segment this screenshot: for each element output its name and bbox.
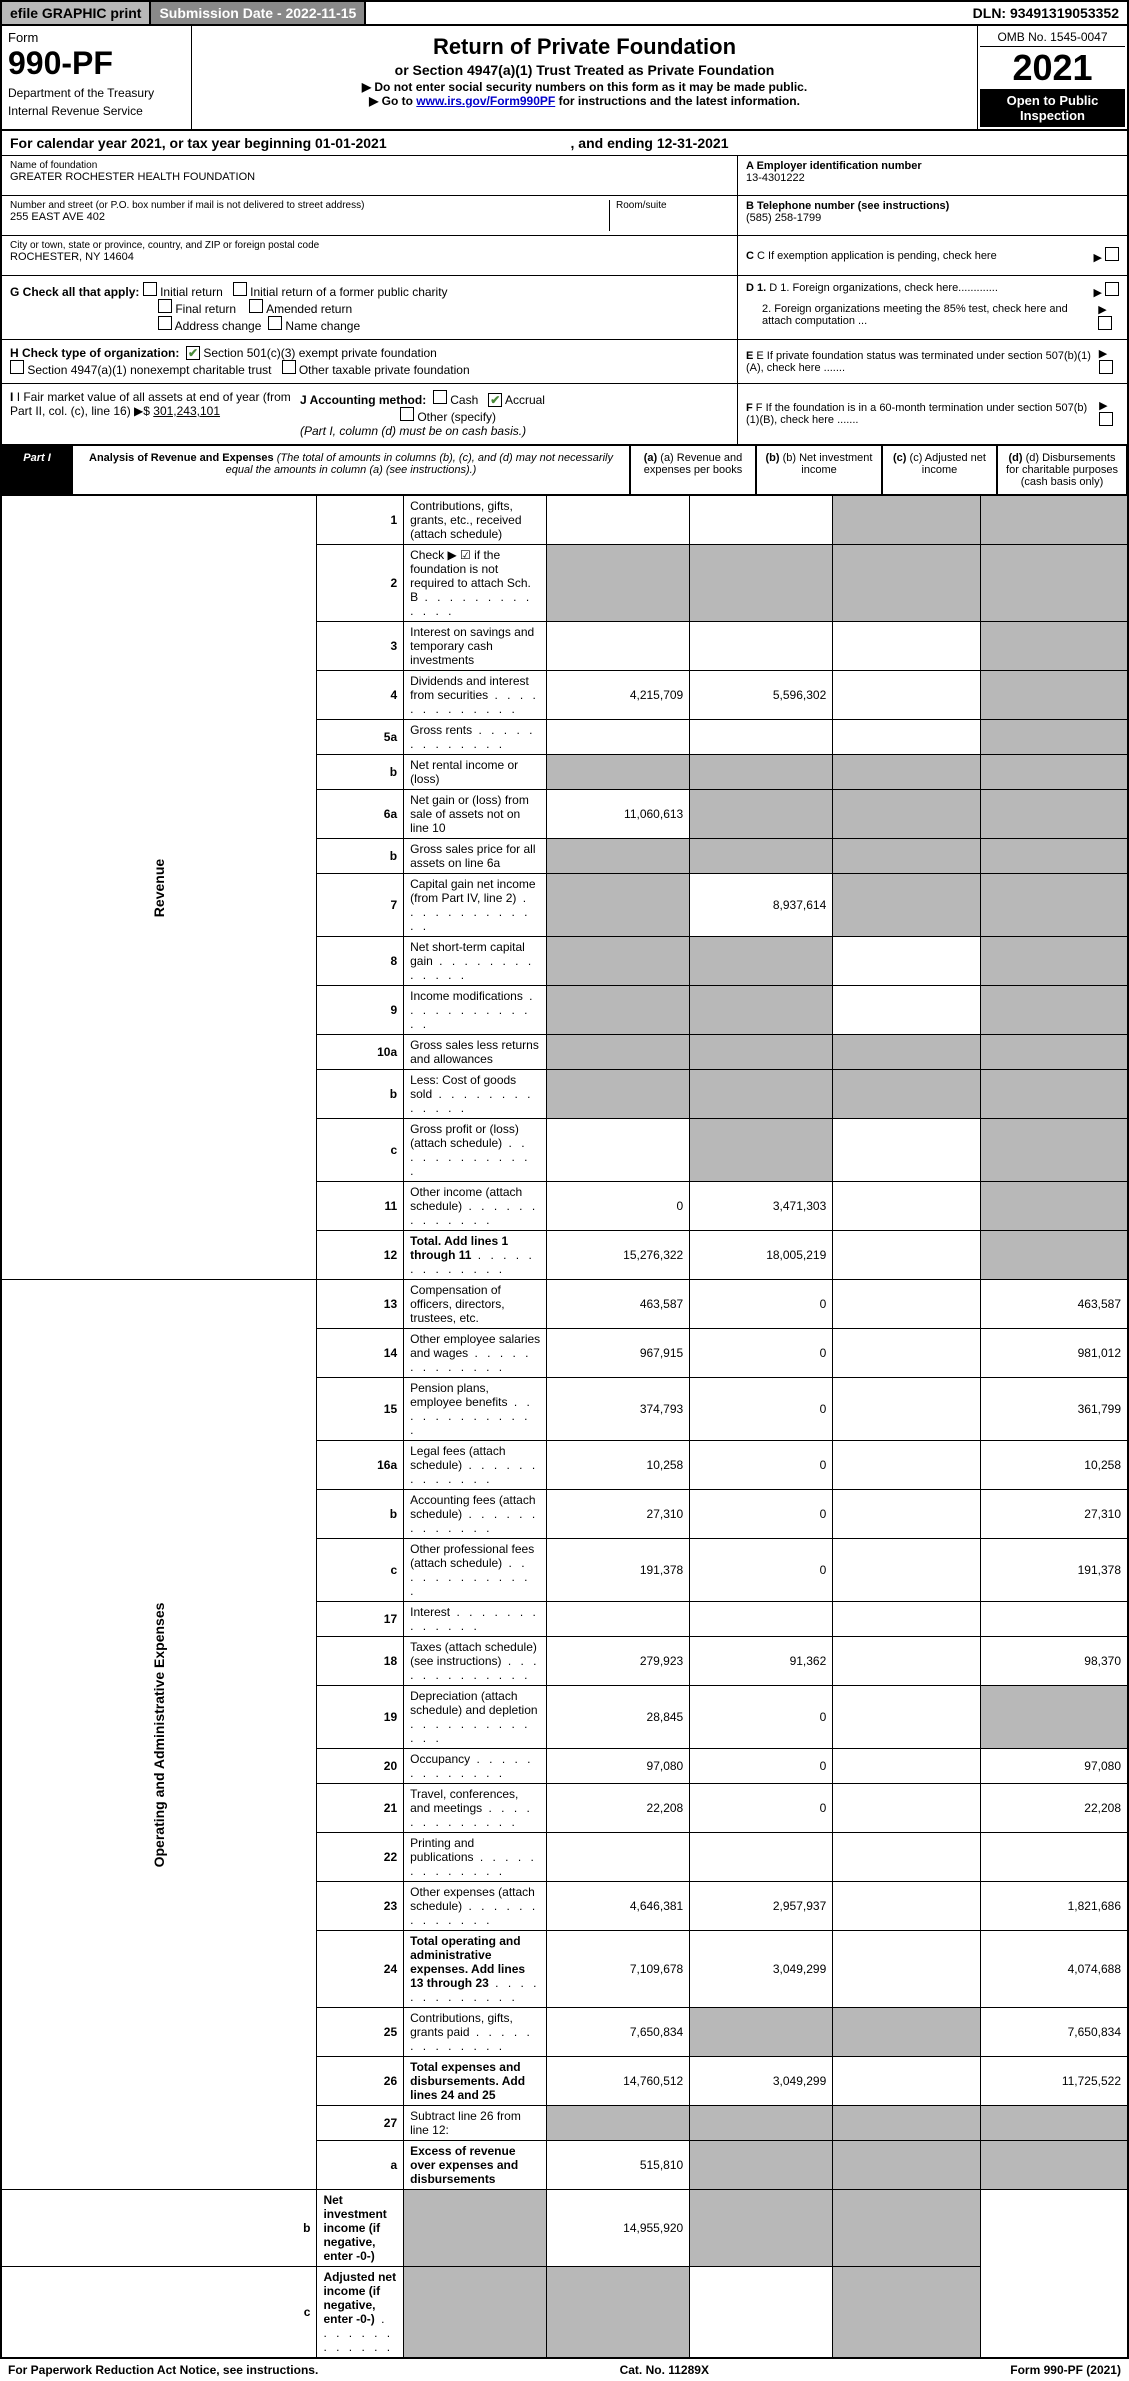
form-number: 990-PF	[8, 45, 185, 82]
footer-mid: Cat. No. 11289X	[620, 2363, 709, 2377]
table-row: b Net investment income (if negative, en…	[1, 2190, 1128, 2267]
checkbox-501c3[interactable]	[186, 346, 200, 360]
section-h-e: H Check type of organization: Section 50…	[0, 340, 1129, 384]
calendar-year-row: For calendar year 2021, or tax year begi…	[0, 131, 1129, 156]
checkbox-address[interactable]	[158, 316, 172, 330]
checkbox-initial-former[interactable]	[233, 282, 247, 296]
checkbox-other-tax[interactable]	[282, 360, 296, 374]
col-d-header: (d) (d) Disbursements for charitable pur…	[997, 445, 1127, 495]
tax-year: 2021	[980, 47, 1125, 89]
checkbox-amended[interactable]	[249, 299, 263, 313]
checkbox-accrual[interactable]	[488, 393, 502, 407]
form-note-2: ▶ Go to www.irs.gov/Form990PF for instru…	[200, 94, 969, 108]
form-number-box: Form 990-PF Department of the Treasury I…	[2, 26, 192, 129]
submission-date: Submission Date - 2022-11-15	[151, 2, 366, 24]
form-subtitle: or Section 4947(a)(1) Trust Treated as P…	[200, 62, 969, 78]
checkbox-other-acct[interactable]	[400, 407, 414, 421]
city-cell: City or town, state or province, country…	[2, 236, 737, 276]
part1-label: Part I	[2, 445, 72, 495]
checkbox-f[interactable]	[1099, 412, 1113, 426]
checkbox-c[interactable]	[1105, 247, 1119, 261]
col-b-header: (b) (b) Net investment income	[756, 445, 882, 495]
exemption-pending-cell: C C If exemption application is pending,…	[738, 236, 1127, 276]
open-public-badge: Open to Public Inspection	[980, 89, 1125, 127]
checkbox-initial[interactable]	[143, 282, 157, 296]
table-row: c Adjusted net income (if negative, ente…	[1, 2267, 1128, 2359]
form-note-1: ▶ Do not enter social security numbers o…	[200, 80, 969, 94]
footer-left: For Paperwork Reduction Act Notice, see …	[8, 2363, 318, 2377]
table-row: Revenue 1 Contributions, gifts, grants, …	[1, 496, 1128, 545]
checkbox-e[interactable]	[1099, 360, 1113, 374]
omb-number: OMB No. 1545-0047	[980, 28, 1125, 47]
checkbox-d1[interactable]	[1105, 282, 1119, 296]
form-label: Form	[8, 30, 185, 45]
telephone-cell: B Telephone number (see instructions) (5…	[738, 196, 1127, 236]
info-section: Name of foundation GREATER ROCHESTER HEA…	[0, 156, 1129, 276]
col-c-header: (c) (c) Adjusted net income	[882, 445, 997, 495]
dept-treasury: Department of the Treasury	[8, 86, 185, 100]
checkbox-cash[interactable]	[433, 390, 447, 404]
checkbox-final[interactable]	[158, 299, 172, 313]
year-box: OMB No. 1545-0047 2021 Open to Public In…	[977, 26, 1127, 129]
page-footer: For Paperwork Reduction Act Notice, see …	[0, 2359, 1129, 2381]
checkbox-name[interactable]	[268, 316, 282, 330]
ein-cell: A Employer identification number 13-4301…	[738, 156, 1127, 196]
irs-label: Internal Revenue Service	[8, 104, 185, 118]
footer-right: Form 990-PF (2021)	[1010, 2363, 1121, 2377]
part1-header: Part I Analysis of Revenue and Expenses …	[0, 445, 1129, 495]
form-header: Form 990-PF Department of the Treasury I…	[0, 26, 1129, 131]
section-ij-f: I I Fair market value of all assets at e…	[0, 384, 1129, 445]
checkbox-d2[interactable]	[1098, 316, 1112, 330]
foundation-name-cell: Name of foundation GREATER ROCHESTER HEA…	[2, 156, 737, 196]
top-bar: efile GRAPHIC print Submission Date - 20…	[0, 0, 1129, 26]
part1-table: Revenue 1 Contributions, gifts, grants, …	[0, 495, 1129, 2359]
form-title-box: Return of Private Foundation or Section …	[192, 26, 977, 129]
efile-print-button[interactable]: efile GRAPHIC print	[2, 2, 151, 24]
section-g-d: G Check all that apply: Initial return I…	[0, 276, 1129, 340]
irs-link[interactable]: www.irs.gov/Form990PF	[416, 94, 555, 108]
checkbox-4947[interactable]	[10, 360, 24, 374]
address-cell: Number and street (or P.O. box number if…	[2, 196, 737, 236]
table-row: Operating and Administrative Expenses 13…	[1, 1280, 1128, 1329]
dln-number: DLN: 93491319053352	[965, 2, 1127, 24]
col-a-header: (a) (a) Revenue and expenses per books	[630, 445, 756, 495]
form-title: Return of Private Foundation	[200, 34, 969, 60]
part1-title: Analysis of Revenue and Expenses (The to…	[72, 445, 630, 495]
